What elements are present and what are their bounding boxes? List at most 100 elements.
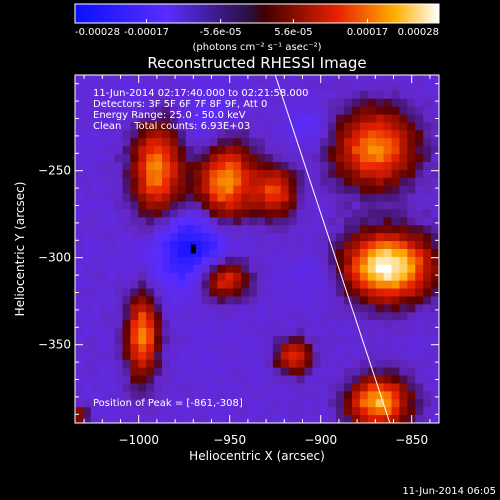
heatmap-cell [391,233,401,242]
heatmap-cell [280,312,290,321]
heatmap-cell [264,280,274,290]
heatmap-cell [217,359,226,369]
heatmap-cell [122,241,131,250]
heatmap-cell [280,130,290,139]
heatmap-cell [383,312,393,321]
heatmap-cell [359,98,369,108]
heatmap-cell [162,201,171,211]
heatmap-cell [114,106,124,116]
heatmap-cell [82,391,92,400]
heatmap-cell [336,383,345,392]
heatmap-cell [138,154,147,163]
heatmap-cell [264,415,274,423]
heatmap-cell [90,391,100,400]
heatmap-cell [169,82,179,92]
heatmap-cell [264,193,274,203]
heatmap-cell [185,415,195,423]
heatmap-cell [154,407,163,416]
heatmap-cell [415,90,424,100]
heatmap-cell [296,217,306,226]
colorbar-tick-label: 0.00017 [347,27,388,38]
heatmap-cell [185,154,195,163]
heatmap-cell [312,225,321,234]
heatmap-cell [351,90,361,100]
heatmap-cell [264,264,274,274]
heatmap-cell [217,249,226,258]
heatmap-cell [130,201,139,211]
heatmap-cell [225,138,234,147]
heatmap-cell [177,122,187,131]
heatmap-cell [217,241,226,250]
heatmap-cell [162,225,171,234]
heatmap-cell [75,225,84,234]
heatmap-cell [162,114,171,124]
heatmap-cell [272,130,282,139]
heatmap-cell [351,328,361,337]
heatmap-cell [249,304,258,313]
heatmap-cell [304,162,313,171]
heatmap-cell [82,185,92,195]
heatmap-cell [241,304,250,313]
heatmap-cell [114,90,124,100]
heatmap-cell [391,114,401,124]
heatmap-cell [336,312,345,321]
heatmap-cell [233,320,242,329]
heatmap-cell [217,256,226,266]
heatmap-cell [146,106,155,116]
heatmap-cell [98,359,108,369]
heatmap-cell [249,130,258,139]
heatmap-cell [391,154,401,163]
heatmap-cell [193,193,203,203]
heatmap-cell [328,336,337,345]
heatmap-cell [90,169,100,179]
heatmap-cell [257,122,266,131]
heatmap-cell [257,154,266,163]
heatmap-cell [241,201,250,211]
heatmap-cell [82,399,92,408]
heatmap-cell [217,280,226,290]
heatmap-cell [336,98,345,108]
heatmap-cell [312,217,321,226]
heatmap-cell [209,249,219,258]
heatmap-cell [138,256,147,266]
heatmap-cell [288,162,298,171]
heatmap-cell [336,114,345,124]
colorbar [74,3,440,24]
heatmap-cell [114,272,124,282]
heatmap-cell [304,256,313,266]
heatmap-cell [272,336,282,345]
heatmap-cell [146,288,155,298]
heatmap-cell [146,304,155,313]
heatmap-cell [423,201,432,211]
heatmap-cell [162,75,171,84]
heatmap-cell [177,169,187,179]
heatmap-cell [201,351,211,361]
heatmap-cell [399,138,408,147]
heatmap-cell [82,280,92,290]
annotation-time-range: 11-Jun-2014 02:17:40.000 to 02:21:58.000 [93,88,309,99]
heatmap-cell [280,304,290,313]
heatmap-cell [264,375,274,385]
heatmap-cell [106,351,116,361]
heatmap-cell [415,375,424,385]
heatmap-cell [296,272,306,282]
heatmap-cell [154,383,163,392]
heatmap-cell [328,343,337,353]
heatmap-cell [130,146,139,155]
heatmap-cell [185,169,195,179]
heatmap-cell [257,82,266,92]
heatmap-cell [264,75,274,84]
heatmap-cell [75,272,84,282]
heatmap-cell [304,359,313,369]
heatmap-cell [98,375,108,385]
heatmap-cell [98,328,108,337]
heatmap-cell [304,169,313,179]
heatmap-cell [193,75,203,84]
heatmap-cell [336,154,345,163]
heatmap-cell [138,264,147,274]
heatmap-cell [146,193,155,203]
heatmap-cell [431,98,439,108]
heatmap-cell [431,343,439,353]
heatmap-cell [423,146,432,155]
heatmap-cell [162,343,171,353]
